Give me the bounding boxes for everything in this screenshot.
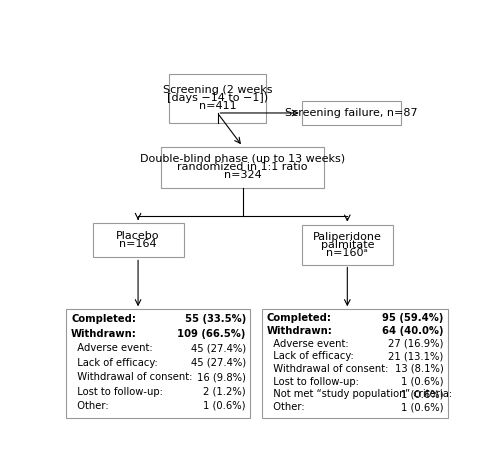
Text: Screening failure, n=87: Screening failure, n=87 xyxy=(285,108,418,118)
Text: Lack of efficacy:: Lack of efficacy: xyxy=(71,358,158,368)
FancyBboxPatch shape xyxy=(162,147,324,188)
Text: Other:: Other: xyxy=(266,402,304,412)
FancyBboxPatch shape xyxy=(302,225,393,264)
Text: n=160ᵃ: n=160ᵃ xyxy=(326,247,368,258)
Text: [days −14 to −1]): [days −14 to −1]) xyxy=(167,93,268,103)
Text: 2 (1.2%): 2 (1.2%) xyxy=(203,387,246,396)
Text: n=164: n=164 xyxy=(120,239,157,249)
Text: 27 (16.9%): 27 (16.9%) xyxy=(388,338,444,348)
Text: Lack of efficacy:: Lack of efficacy: xyxy=(266,351,354,361)
FancyBboxPatch shape xyxy=(302,101,400,125)
Text: Not met “study population” criteria:: Not met “study population” criteria: xyxy=(266,389,452,399)
Text: Completed:: Completed: xyxy=(266,313,332,323)
Text: Placebo: Placebo xyxy=(116,231,160,241)
Text: 16 (9.8%): 16 (9.8%) xyxy=(197,372,246,382)
Text: 1 (0.6%): 1 (0.6%) xyxy=(401,402,444,412)
FancyBboxPatch shape xyxy=(262,309,448,418)
Text: Withdrawn:: Withdrawn: xyxy=(71,329,137,339)
Text: 1 (0.6%): 1 (0.6%) xyxy=(204,401,246,411)
Text: Adverse event:: Adverse event: xyxy=(266,338,348,348)
Text: Lost to follow-up:: Lost to follow-up: xyxy=(71,387,163,396)
Text: 64 (40.0%): 64 (40.0%) xyxy=(382,326,444,336)
Text: n=324: n=324 xyxy=(224,170,262,180)
Text: palmitate: palmitate xyxy=(320,239,374,250)
FancyBboxPatch shape xyxy=(66,309,250,418)
Text: 13 (8.1%): 13 (8.1%) xyxy=(394,364,444,374)
Text: n=411: n=411 xyxy=(198,101,236,111)
Text: 21 (13.1%): 21 (13.1%) xyxy=(388,351,444,361)
Text: Paliperidone: Paliperidone xyxy=(313,232,382,242)
Text: Screening (2 weeks: Screening (2 weeks xyxy=(163,85,272,95)
Text: 95 (59.4%): 95 (59.4%) xyxy=(382,313,444,323)
FancyBboxPatch shape xyxy=(169,74,266,123)
Text: Lost to follow-up:: Lost to follow-up: xyxy=(266,377,358,387)
Text: randomized in 1:1 ratio: randomized in 1:1 ratio xyxy=(178,162,308,172)
Text: Withdrawal of consent:: Withdrawal of consent: xyxy=(266,364,388,374)
Text: Double-blind phase (up to 13 weeks): Double-blind phase (up to 13 weeks) xyxy=(140,154,345,164)
Text: Withdrawal of consent:: Withdrawal of consent: xyxy=(71,372,192,382)
Text: Withdrawn:: Withdrawn: xyxy=(266,326,332,336)
Text: 1 (0.6%): 1 (0.6%) xyxy=(401,377,444,387)
Text: 1 (0.6%): 1 (0.6%) xyxy=(401,389,444,399)
FancyBboxPatch shape xyxy=(92,223,184,257)
Text: 55 (33.5%): 55 (33.5%) xyxy=(184,314,246,324)
Text: 45 (27.4%): 45 (27.4%) xyxy=(190,358,246,368)
Text: Other:: Other: xyxy=(71,401,108,411)
Text: 45 (27.4%): 45 (27.4%) xyxy=(190,343,246,353)
Text: 109 (66.5%): 109 (66.5%) xyxy=(178,329,246,339)
Text: Completed:: Completed: xyxy=(71,314,136,324)
Text: Adverse event:: Adverse event: xyxy=(71,343,152,353)
